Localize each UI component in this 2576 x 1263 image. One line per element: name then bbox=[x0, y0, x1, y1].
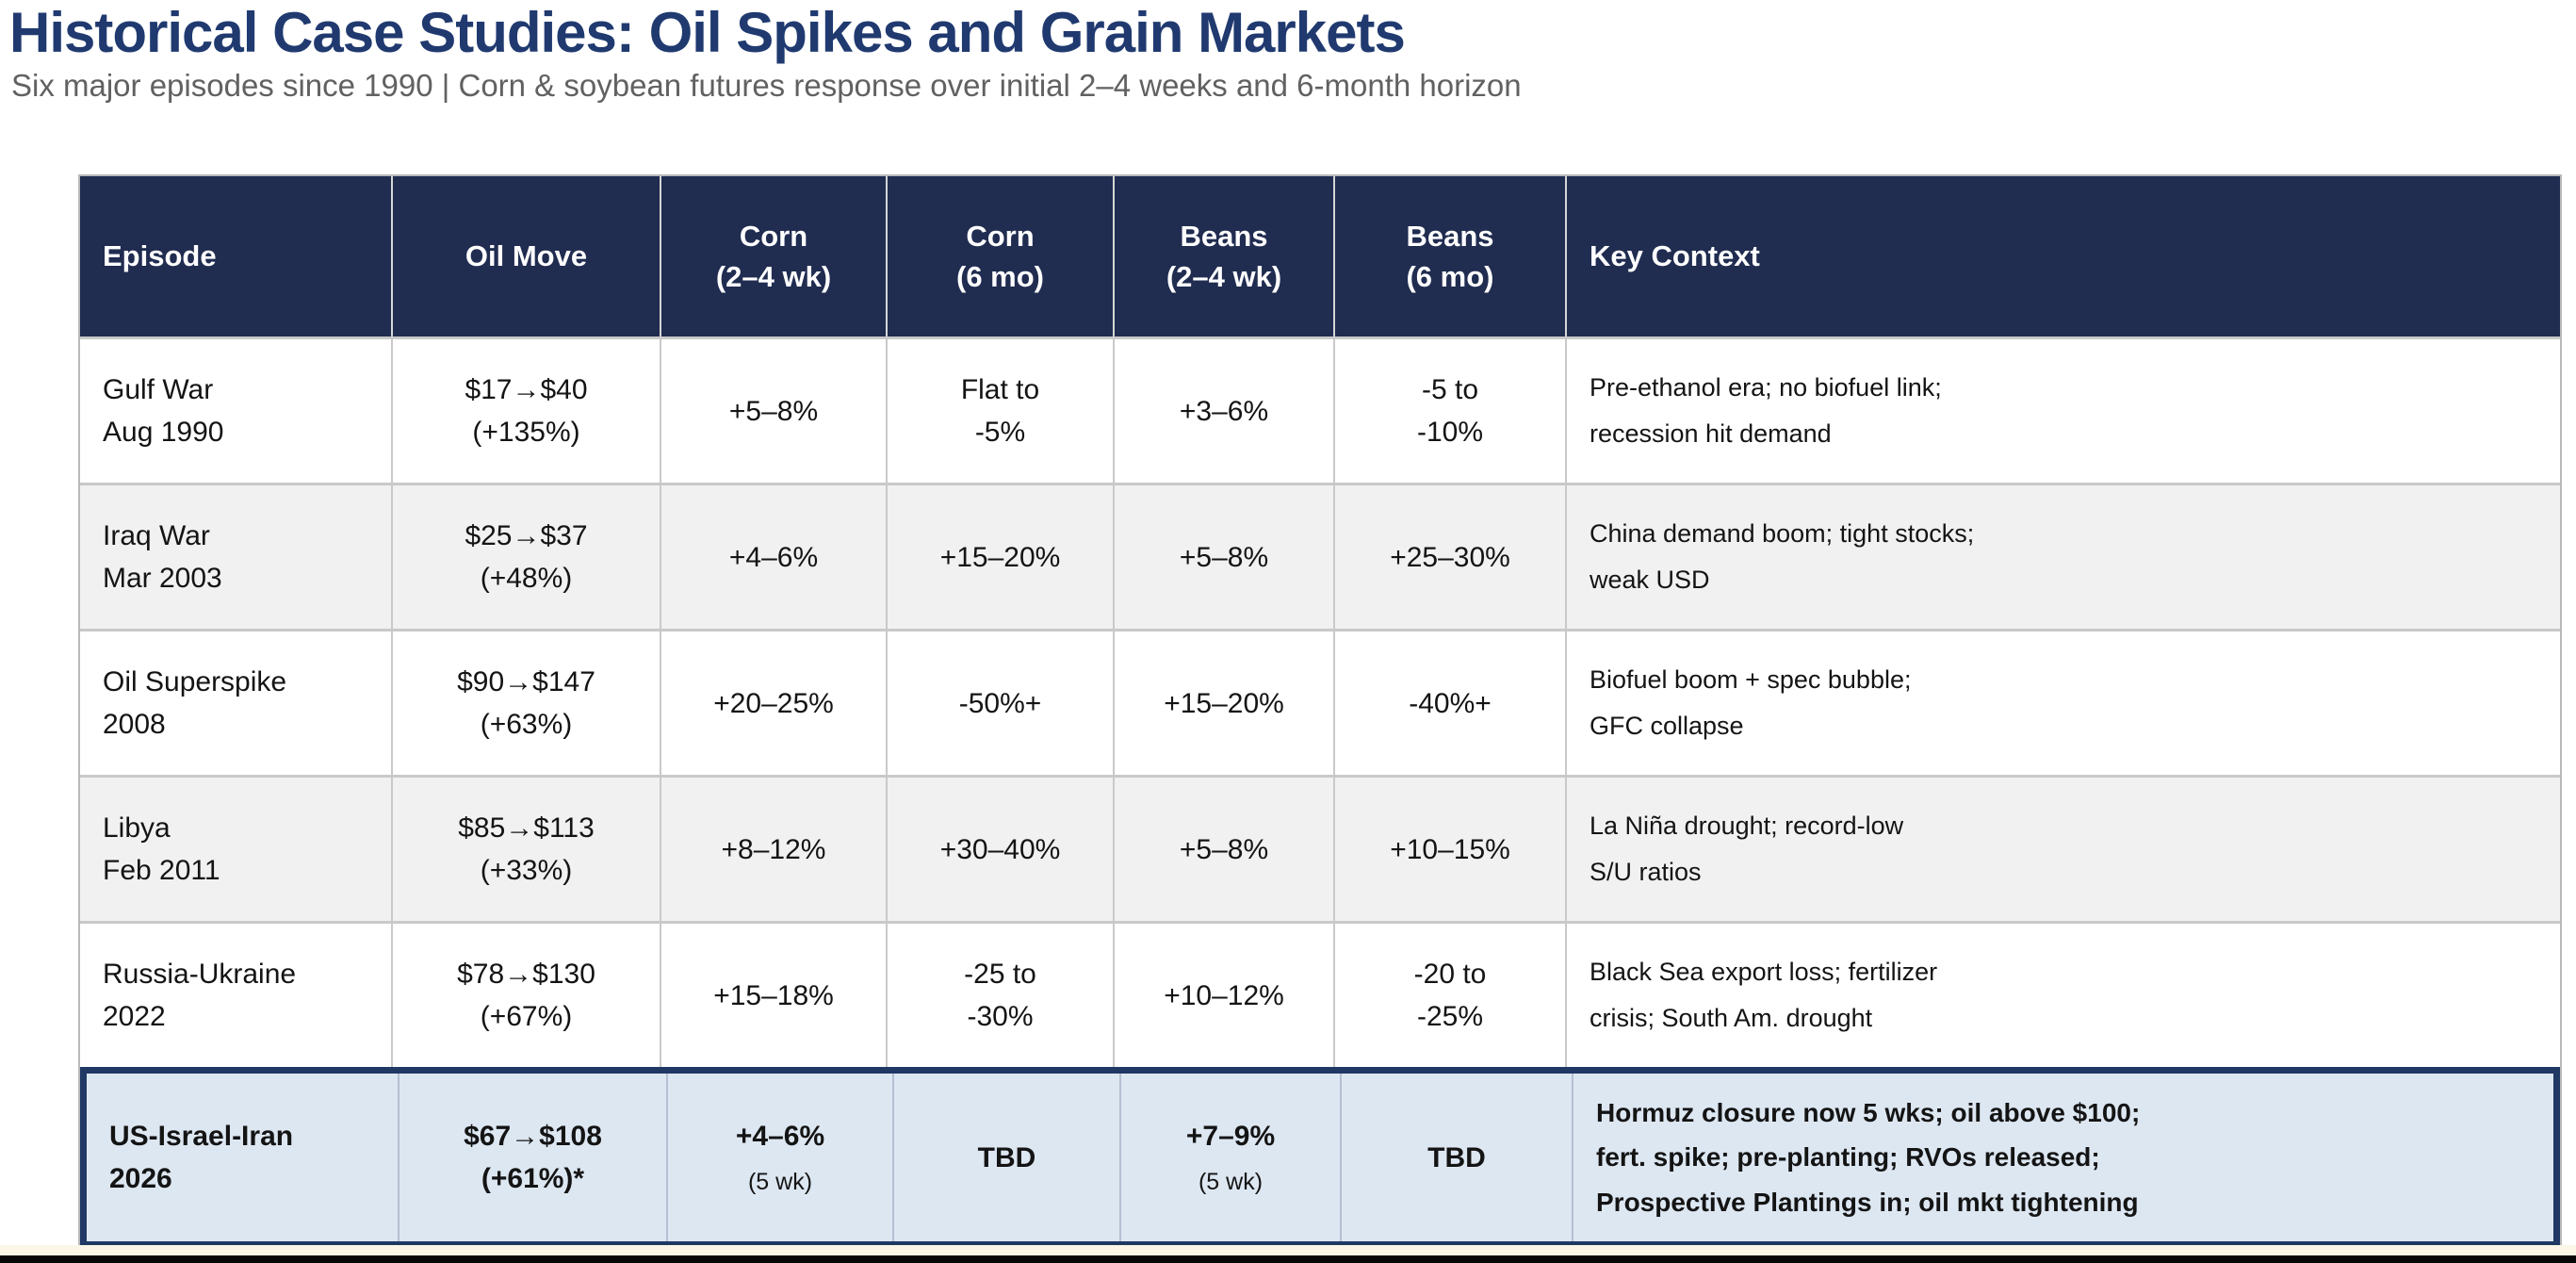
col-header-beans-6mo: Beans (6 mo) bbox=[1333, 176, 1565, 336]
cell-key-context: Black Sea export loss; fertilizer crisis… bbox=[1565, 924, 2560, 1067]
cell-note: (5 wk) bbox=[1198, 1168, 1264, 1195]
cell-beans-short: +5–8% bbox=[1113, 485, 1333, 629]
col-header-key-context: Key Context bbox=[1565, 176, 2560, 336]
table-row: Gulf War Aug 1990 $17→$40 (+135%) +5–8% … bbox=[80, 336, 2560, 483]
cell-corn-6mo: TBD bbox=[892, 1074, 1119, 1241]
cell-oil-move: $85→$113 (+33%) bbox=[391, 778, 660, 921]
col-header-episode: Episode bbox=[103, 239, 217, 273]
bottom-black-bar bbox=[0, 1255, 2576, 1263]
cell-beans-short: +3–6% bbox=[1113, 339, 1333, 483]
cell-episode: US-Israel-Iran 2026 bbox=[109, 1121, 294, 1194]
cell-corn-short: +4–6% bbox=[660, 485, 886, 629]
page-title: Historical Case Studies: Oil Spikes and … bbox=[9, 1, 1406, 64]
col-header-corn-6mo: Corn (6 mo) bbox=[886, 176, 1113, 336]
cell-beans-6mo: +10–15% bbox=[1333, 778, 1565, 921]
table-row: Oil Superspike 2008 $90→$147 (+63%) +20–… bbox=[80, 629, 2560, 775]
table-row: Libya Feb 2011 $85→$113 (+33%) +8–12% +3… bbox=[80, 775, 2560, 921]
cell-corn-short: +4–6% (5 wk) bbox=[666, 1074, 892, 1241]
cell-key-context: Hormuz closure now 5 wks; oil above $100… bbox=[1572, 1074, 2553, 1241]
cell-key-context: Biofuel boom + spec bubble; GFC collapse bbox=[1565, 632, 2560, 775]
cell-episode: Libya Feb 2011 bbox=[103, 812, 220, 886]
table-header-row: Episode Oil Move Corn (2–4 wk) Corn (6 m… bbox=[80, 176, 2560, 336]
cell-corn-short: +8–12% bbox=[660, 778, 886, 921]
cell-corn-short: +20–25% bbox=[660, 632, 886, 775]
cell-corn-6mo: Flat to -5% bbox=[886, 339, 1113, 483]
cell-beans-short: +10–12% bbox=[1113, 924, 1333, 1067]
cell-episode: Russia-Ukraine 2022 bbox=[103, 959, 297, 1032]
cell-episode: Gulf War Aug 1990 bbox=[103, 374, 224, 448]
cell-key-context: China demand boom; tight stocks; weak US… bbox=[1565, 485, 2560, 629]
table-row-highlighted: US-Israel-Iran 2026 $67→$108 (+61%)* +4–… bbox=[80, 1067, 2560, 1248]
cell-oil-move: $90→$147 (+63%) bbox=[391, 632, 660, 775]
cell-oil-move: $17→$40 (+135%) bbox=[391, 339, 660, 483]
col-header-beans-short: Beans (2–4 wk) bbox=[1113, 176, 1333, 336]
cell-beans-6mo: -20 to -25% bbox=[1333, 924, 1565, 1067]
cell-oil-move: $67→$108 (+61%)* bbox=[398, 1074, 666, 1241]
cell-beans-6mo: +25–30% bbox=[1333, 485, 1565, 629]
cell-corn-6mo: +30–40% bbox=[886, 778, 1113, 921]
cell-beans-short: +7–9% (5 wk) bbox=[1119, 1074, 1340, 1241]
cell-episode: Iraq War Mar 2003 bbox=[103, 520, 222, 594]
cell-corn-short: +5–8% bbox=[660, 339, 886, 483]
cell-episode: Oil Superspike 2008 bbox=[103, 666, 287, 740]
cell-key-context: La Niña drought; record-low S/U ratios bbox=[1565, 778, 2560, 921]
cell-value: +4–6% bbox=[735, 1120, 825, 1152]
cell-note: (5 wk) bbox=[747, 1168, 813, 1195]
page-subtitle: Six major episodes since 1990 | Corn & s… bbox=[11, 68, 1522, 103]
cell-beans-6mo: -40%+ bbox=[1333, 632, 1565, 775]
cell-key-context: Pre-ethanol era; no biofuel link; recess… bbox=[1565, 339, 2560, 483]
bottom-cream-strip bbox=[0, 1245, 2576, 1255]
case-studies-table: Episode Oil Move Corn (2–4 wk) Corn (6 m… bbox=[78, 174, 2562, 1248]
cell-oil-move: $25→$37 (+48%) bbox=[391, 485, 660, 629]
col-header-corn-short: Corn (2–4 wk) bbox=[660, 176, 886, 336]
cell-beans-6mo: TBD bbox=[1340, 1074, 1572, 1241]
cell-corn-6mo: +15–20% bbox=[886, 485, 1113, 629]
cell-corn-6mo: -25 to -30% bbox=[886, 924, 1113, 1067]
cell-value: +7–9% bbox=[1185, 1120, 1276, 1152]
cell-beans-short: +15–20% bbox=[1113, 632, 1333, 775]
col-header-oil-move: Oil Move bbox=[391, 176, 660, 336]
cell-corn-short: +15–18% bbox=[660, 924, 886, 1067]
cell-beans-short: +5–8% bbox=[1113, 778, 1333, 921]
cell-beans-6mo: -5 to -10% bbox=[1333, 339, 1565, 483]
table-row: Russia-Ukraine 2022 $78→$130 (+67%) +15–… bbox=[80, 921, 2560, 1067]
cell-oil-move: $78→$130 (+67%) bbox=[391, 924, 660, 1067]
table-row: Iraq War Mar 2003 $25→$37 (+48%) +4–6% +… bbox=[80, 483, 2560, 629]
cell-corn-6mo: -50%+ bbox=[886, 632, 1113, 775]
